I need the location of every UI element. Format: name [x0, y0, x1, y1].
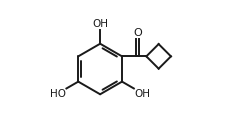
Text: OH: OH	[92, 19, 108, 29]
Text: O: O	[133, 28, 142, 39]
Text: OH: OH	[134, 89, 151, 99]
Text: HO: HO	[50, 89, 66, 99]
